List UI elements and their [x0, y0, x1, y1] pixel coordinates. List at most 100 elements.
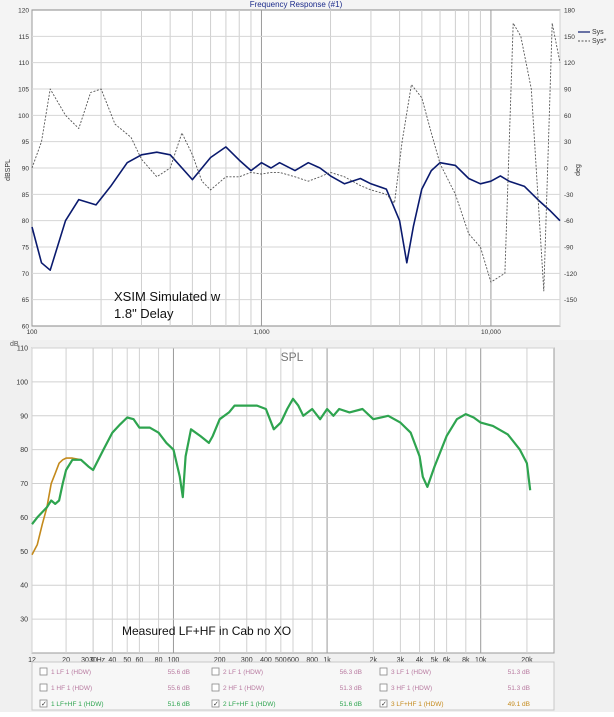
xsim-y2-tick-label: -120	[564, 271, 577, 278]
spl-y-tick-label: 100	[16, 379, 28, 386]
legend-checkbox	[379, 667, 388, 676]
xsim-x-tick-label: 10,000	[481, 329, 501, 336]
legend-checkbox	[39, 683, 48, 692]
spl-x-tick-label: 200	[214, 657, 226, 664]
spl-annotation: Measured LF+HF in Cab no XO	[122, 624, 291, 638]
spl-x-tick-label: 12	[28, 657, 36, 664]
spl-legend-box	[31, 661, 555, 711]
legend-trace-label: 1 LF 1 (HDW)	[51, 669, 91, 676]
spl-x-tick-label: 8k	[462, 657, 470, 664]
xsim-y2-tick-label: -60	[564, 218, 574, 225]
spl-x-tick-label: 80	[155, 657, 163, 664]
spl-x-tick-label: 500	[275, 657, 287, 664]
legend-checkbox	[379, 699, 388, 708]
xsim-annotation-line-1: XSIM Simulated w	[114, 289, 221, 304]
spl-x-tick-label: 400	[260, 657, 272, 664]
legend-trace-label: 2 HF 1 (HDW)	[223, 685, 264, 692]
legend-trace-label: 3 LF 1 (HDW)	[391, 669, 431, 676]
spl-x-tick-label: 30	[89, 657, 97, 664]
xsim-y2-axis-label: deg	[575, 164, 582, 176]
legend-trace-value: 51.6 dB	[168, 701, 190, 708]
spl-y-tick-label: 110	[17, 346, 28, 353]
xsim-y2-tick-label: -150	[564, 297, 577, 304]
spl-x-tick-label: 5k	[431, 657, 439, 664]
spl-y-tick-label: 50	[20, 549, 28, 556]
xsim-y-tick-label: 95	[22, 139, 30, 146]
xsim-y-tick-label: 115	[19, 34, 30, 41]
legend-checkbox	[39, 699, 48, 708]
xsim-y-tick-label: 85	[22, 192, 30, 199]
xsim-y2-tick-label: -30	[564, 192, 574, 199]
xsim-legend-sys-star: Sys*	[592, 38, 607, 45]
legend-checkmark: ✓	[381, 701, 387, 708]
spl-y-tick-label: 30	[20, 617, 28, 624]
legend-trace-label: 1 LF+HF 1 (HDW)	[51, 701, 104, 708]
legend-trace-value: 49.1 dB	[508, 701, 530, 708]
xsim-y-tick-label: 120	[18, 8, 29, 15]
legend-trace-value: 51.3 dB	[340, 685, 362, 692]
xsim-y-tick-label: 80	[22, 218, 30, 225]
xsim-y2-tick-label: 120	[564, 60, 575, 67]
xsim-series-sys-star	[31, 22, 561, 292]
spl-y-tick-label: 80	[20, 447, 28, 454]
spl-y-tick-label: 70	[20, 481, 28, 488]
legend-trace-value: 51.6 dB	[340, 701, 362, 708]
xsim-chart-title: Frequency Response (#1)	[250, 0, 343, 9]
spl-y-tick-label: 60	[20, 515, 28, 522]
spl-x-tick-label: 3k	[397, 657, 405, 664]
xsim-annotation-line-2: 1.8" Delay	[114, 306, 174, 321]
spl-x-tick-label: 6k	[443, 657, 451, 664]
xsim-y-tick-label: 65	[22, 297, 30, 304]
legend-checkbox	[211, 683, 220, 692]
spl-x-tick-label: 100	[168, 657, 180, 664]
spl-chart-panel: 12 20 30 40 50 60 80 100 200 300 400 500 600 800 1k 2k 3…	[0, 340, 614, 712]
spl-x-tick-label: 40	[108, 657, 116, 664]
xsim-y2-tick-label: 150	[564, 34, 575, 41]
xsim-series-sys	[31, 146, 561, 272]
xsim-y2-tick-label: 30	[564, 139, 572, 146]
xsim-legend: Sys Sys*	[578, 29, 607, 45]
legend-trace-label: 3 LF+HF 1 (HDW)	[391, 701, 444, 708]
xsim-x-tick-label: 100	[27, 329, 38, 336]
spl-y-axis-unit: dB	[10, 341, 19, 348]
spl-x-tick-label: 600	[287, 657, 299, 664]
legend-checkbox	[379, 683, 388, 692]
spl-x-tick-label: 30.0 Hz	[81, 657, 106, 664]
legend-trace-value: 56.3 dB	[340, 669, 362, 676]
spl-x-tick-label: 300	[241, 657, 253, 664]
spl-x-tick-label: 60	[135, 657, 143, 664]
spl-x-tick-label: 1k	[323, 657, 331, 664]
xsim-y2-tick-label: 0	[564, 166, 568, 173]
xsim-x-tick-label: 1,000	[253, 329, 270, 336]
spl-x-tick-label: 20k	[521, 657, 533, 664]
xsim-y-tick-label: 110	[19, 60, 30, 67]
xsim-y-tick-label: 105	[18, 87, 29, 94]
spl-x-tick-label: 800	[306, 657, 318, 664]
legend-trace-label: 2 LF+HF 1 (HDW)	[223, 701, 276, 708]
spl-x-tick-label: 4k	[416, 657, 424, 664]
measured-spl-chart: 12 20 30 40 50 60 80 100 200 300 400 500 600 800 1k 2k 3…	[0, 340, 614, 712]
xsim-y-tick-label: 60	[22, 324, 30, 331]
legend-trace-value: 55.6 dB	[168, 669, 190, 676]
legend-checkbox	[211, 699, 220, 708]
spl-y-tick-label: 40	[20, 583, 28, 590]
legend-trace-label: 3 HF 1 (HDW)	[391, 685, 432, 692]
xsim-y2-tick-label: -90	[564, 245, 574, 252]
legend-trace-label: 1 HF 1 (HDW)	[51, 685, 92, 692]
spl-x-tick-label: 20	[62, 657, 70, 664]
legend-checkmark: ✓	[213, 701, 219, 708]
spl-x-tick-label: 2k	[370, 657, 378, 664]
xsim-y2-tick-label: 60	[564, 113, 572, 120]
spl-x-tick-label: 10k	[475, 657, 487, 664]
xsim-legend-sys: Sys	[592, 29, 604, 36]
legend-checkmark: ✓	[41, 701, 47, 708]
xsim-y-tick-label: 100	[18, 113, 29, 120]
legend-trace-value: 55.6 dB	[168, 685, 190, 692]
xsim-y-tick-label: 90	[22, 166, 30, 173]
legend-checkbox	[39, 667, 48, 676]
legend-trace-label: 2 LF 1 (HDW)	[223, 669, 263, 676]
xsim-y-tick-label: 70	[22, 271, 30, 278]
xsim-y2-tick-label: 180	[564, 8, 575, 15]
spl-series-green	[31, 397, 532, 525]
xsim-y2-tick-label: 90	[564, 87, 572, 94]
